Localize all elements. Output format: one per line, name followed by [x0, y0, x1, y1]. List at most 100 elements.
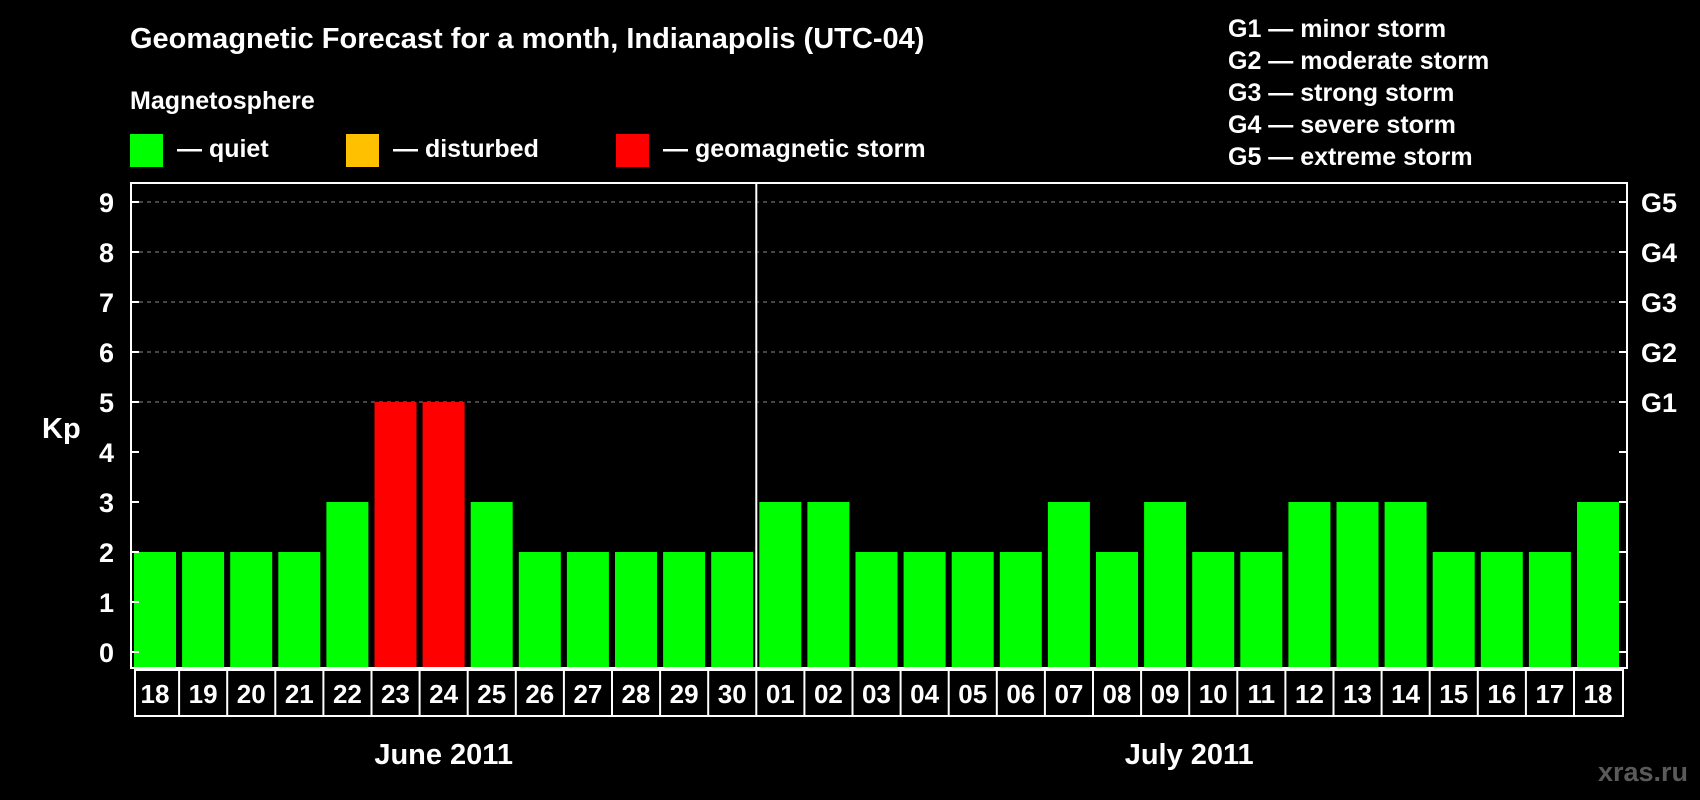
storm-scale-item-1: G2 — moderate storm — [1228, 47, 1489, 75]
day-label-24: 12 — [1295, 679, 1324, 709]
bar-18 — [999, 552, 1042, 667]
bar-9 — [566, 552, 609, 667]
bar-23 — [1240, 552, 1283, 667]
y-tick-label-0: 0 — [99, 638, 114, 668]
day-label-21: 09 — [1151, 679, 1180, 709]
bar-16 — [903, 552, 946, 667]
g-tick-label-1: G2 — [1641, 338, 1677, 368]
day-label-25: 13 — [1343, 679, 1372, 709]
bar-21 — [1144, 502, 1187, 667]
day-label-11: 29 — [670, 679, 699, 709]
day-label-30: 18 — [1584, 679, 1613, 709]
g-tick-label-0: G1 — [1641, 388, 1677, 418]
bar-19 — [1047, 502, 1090, 667]
day-label-2: 20 — [237, 679, 266, 709]
plot-frame — [130, 182, 1628, 669]
bar-15 — [855, 552, 898, 667]
y-tick-label-7: 7 — [99, 288, 114, 318]
day-label-3: 21 — [285, 679, 314, 709]
bar-8 — [518, 552, 561, 667]
legend-swatch-1 — [346, 134, 379, 167]
axis-ticks: 0 1 2 3 4 5 6 7 8 9 G1 G2 G3 G4 G5 — [99, 188, 1677, 668]
day-label-22: 10 — [1199, 679, 1228, 709]
day-label-18: 06 — [1006, 679, 1035, 709]
legend-swatch-2 — [616, 134, 649, 167]
y-tick-label-3: 3 — [99, 488, 114, 518]
y-tick-label-9: 9 — [99, 188, 114, 218]
day-label-12: 30 — [718, 679, 747, 709]
legend: — quiet — disturbed — geomagnetic storm — [130, 134, 926, 167]
legend-label-2: — geomagnetic storm — [663, 135, 926, 163]
bar-28 — [1480, 552, 1523, 667]
bar-25 — [1336, 502, 1379, 667]
day-label-14: 02 — [814, 679, 843, 709]
bar-30 — [1577, 502, 1619, 667]
watermark: xras.ru — [1598, 757, 1688, 787]
chart-title: Geomagnetic Forecast for a month, Indian… — [130, 23, 924, 55]
day-label-1: 19 — [189, 679, 218, 709]
y-tick-label-8: 8 — [99, 238, 114, 268]
bar-3 — [278, 552, 321, 667]
day-label-19: 07 — [1054, 679, 1083, 709]
plot-border — [130, 182, 1628, 669]
day-label-26: 14 — [1391, 679, 1420, 709]
bar-17 — [951, 552, 994, 667]
day-label-13: 01 — [766, 679, 795, 709]
storm-scale-item-0: G1 — minor storm — [1228, 15, 1446, 43]
bar-4 — [326, 502, 369, 667]
bar-11 — [663, 552, 706, 667]
day-label-0: 18 — [141, 679, 170, 709]
bar-5 — [374, 402, 417, 667]
bar-26 — [1384, 502, 1427, 667]
g-tick-label-4: G5 — [1641, 188, 1677, 218]
bar-22 — [1192, 552, 1235, 667]
bar-7 — [470, 502, 513, 667]
bar-12 — [711, 552, 754, 667]
g-tick-label-2: G3 — [1641, 288, 1677, 318]
month-labels: June 2011 July 2011 — [374, 739, 1253, 771]
day-label-7: 25 — [477, 679, 506, 709]
y-tick-label-2: 2 — [99, 538, 114, 568]
bar-6 — [422, 402, 465, 667]
day-label-23: 11 — [1248, 679, 1276, 709]
day-label-9: 27 — [573, 679, 602, 709]
y-tick-label-6: 6 — [99, 338, 114, 368]
legend-swatch-0 — [130, 134, 163, 167]
bar-1 — [182, 552, 225, 667]
month-label-1: July 2011 — [1125, 739, 1254, 771]
day-label-10: 28 — [622, 679, 651, 709]
bar-0 — [134, 552, 176, 667]
day-label-20: 08 — [1103, 679, 1132, 709]
bar-2 — [230, 552, 273, 667]
y-tick-label-4: 4 — [99, 438, 114, 468]
day-label-6: 24 — [429, 679, 458, 709]
y-tick-label-1: 1 — [99, 588, 114, 618]
y-tick-label-5: 5 — [99, 388, 114, 418]
month-label-0: June 2011 — [374, 739, 513, 771]
bar-27 — [1432, 552, 1475, 667]
storm-scale-item-3: G4 — severe storm — [1228, 111, 1456, 139]
storm-scale-item-2: G3 — strong storm — [1228, 79, 1454, 107]
legend-label-0: — quiet — [177, 135, 269, 163]
day-label-15: 03 — [862, 679, 891, 709]
storm-scale-legend: G1 — minor storm G2 — moderate storm G3 — … — [1228, 15, 1489, 171]
bar-20 — [1096, 552, 1138, 667]
day-label-17: 05 — [958, 679, 987, 709]
day-label-16: 04 — [910, 679, 939, 709]
chart-subtitle: Magnetosphere — [130, 87, 315, 115]
bar-13 — [759, 502, 802, 667]
bar-10 — [615, 552, 657, 667]
day-label-27: 15 — [1439, 679, 1468, 709]
day-labels: 18 19 20 21 22 23 24 25 26 27 28 29 30 01 02 03 04 05 06 07… — [134, 669, 1624, 717]
grid-lines — [131, 201, 1627, 403]
y-axis-label: Kp — [42, 413, 81, 445]
bar-14 — [807, 502, 850, 667]
day-label-28: 16 — [1487, 679, 1516, 709]
day-label-5: 23 — [381, 679, 410, 709]
bar-24 — [1288, 502, 1331, 667]
legend-label-1: — disturbed — [393, 135, 539, 163]
day-label-29: 17 — [1535, 679, 1564, 709]
day-label-strip — [134, 669, 1624, 717]
day-label-8: 26 — [525, 679, 554, 709]
